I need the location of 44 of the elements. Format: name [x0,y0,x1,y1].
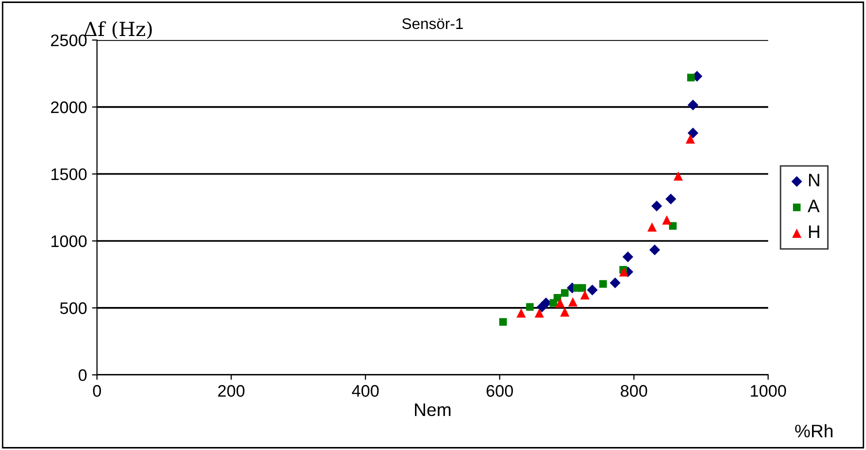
point [586,284,598,296]
point [499,318,507,326]
x-tick-label: 1000 [750,385,786,397]
x-tick-label: 200 [218,385,244,397]
legend-label: N [809,174,820,186]
y-tick-label: 2500 [51,34,87,46]
x-tick-label: 0 [93,385,101,397]
y-tick-label: 1000 [51,235,87,248]
text: %Rh [795,424,832,438]
point [534,308,544,318]
point [578,284,586,292]
chart-title: Sensör-1 [402,18,463,30]
point [649,244,660,256]
point [610,277,620,288]
x-tick-label: 800 [620,385,648,397]
y-tick-label: 1500 [51,168,87,180]
x-tick-label: 400 [352,385,379,397]
point [686,134,695,144]
point [555,298,565,308]
point [516,308,526,318]
point [568,297,578,307]
x-axis-title: Nem [414,404,450,416]
point [526,303,534,311]
point [540,298,552,308]
point [662,215,672,225]
point [622,251,634,262]
y-tick-label: 0 [78,369,87,382]
point [688,128,698,138]
point [619,267,629,277]
point [560,307,570,317]
point [560,289,569,297]
x-tick-label: 600 [486,385,513,397]
legend-label: H [809,226,820,238]
y-tick-label: 500 [60,302,87,314]
y-tick-label: 2000 [51,101,87,114]
point [647,222,657,232]
point [651,200,662,212]
point [580,290,590,300]
legend-label: A [808,200,820,212]
point [688,100,698,110]
point [599,280,607,288]
point [687,74,695,82]
point [674,171,683,181]
point [665,194,676,204]
